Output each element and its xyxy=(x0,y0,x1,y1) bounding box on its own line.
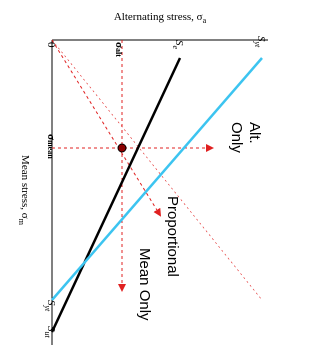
stress-point xyxy=(117,143,127,153)
syt-left-label: Syt xyxy=(43,300,57,312)
mean-only-label: Mean Only xyxy=(136,248,153,321)
alt-only-label: OnlyAlt. xyxy=(228,122,263,153)
yield-line xyxy=(51,57,263,301)
mean-axis-label: Mean stress, σm xyxy=(17,155,31,226)
sigma-mean-label: σmean xyxy=(45,134,57,159)
sut-label: Sut xyxy=(43,326,57,339)
goodman-line xyxy=(50,57,182,333)
alternating-axis-label: Alternating stress, σa xyxy=(114,11,207,25)
syt-top-label: Syt xyxy=(253,36,267,48)
guide-line xyxy=(51,39,263,301)
proportional-path xyxy=(51,39,162,217)
se-label: Se xyxy=(171,40,185,50)
sigma-alt-label: σalt xyxy=(113,42,125,57)
proportional-label: Proportional xyxy=(164,196,181,277)
diagram: Alternating stress, σa Mean stress, σm 0… xyxy=(17,11,268,345)
origin-label: 0 xyxy=(45,42,57,48)
